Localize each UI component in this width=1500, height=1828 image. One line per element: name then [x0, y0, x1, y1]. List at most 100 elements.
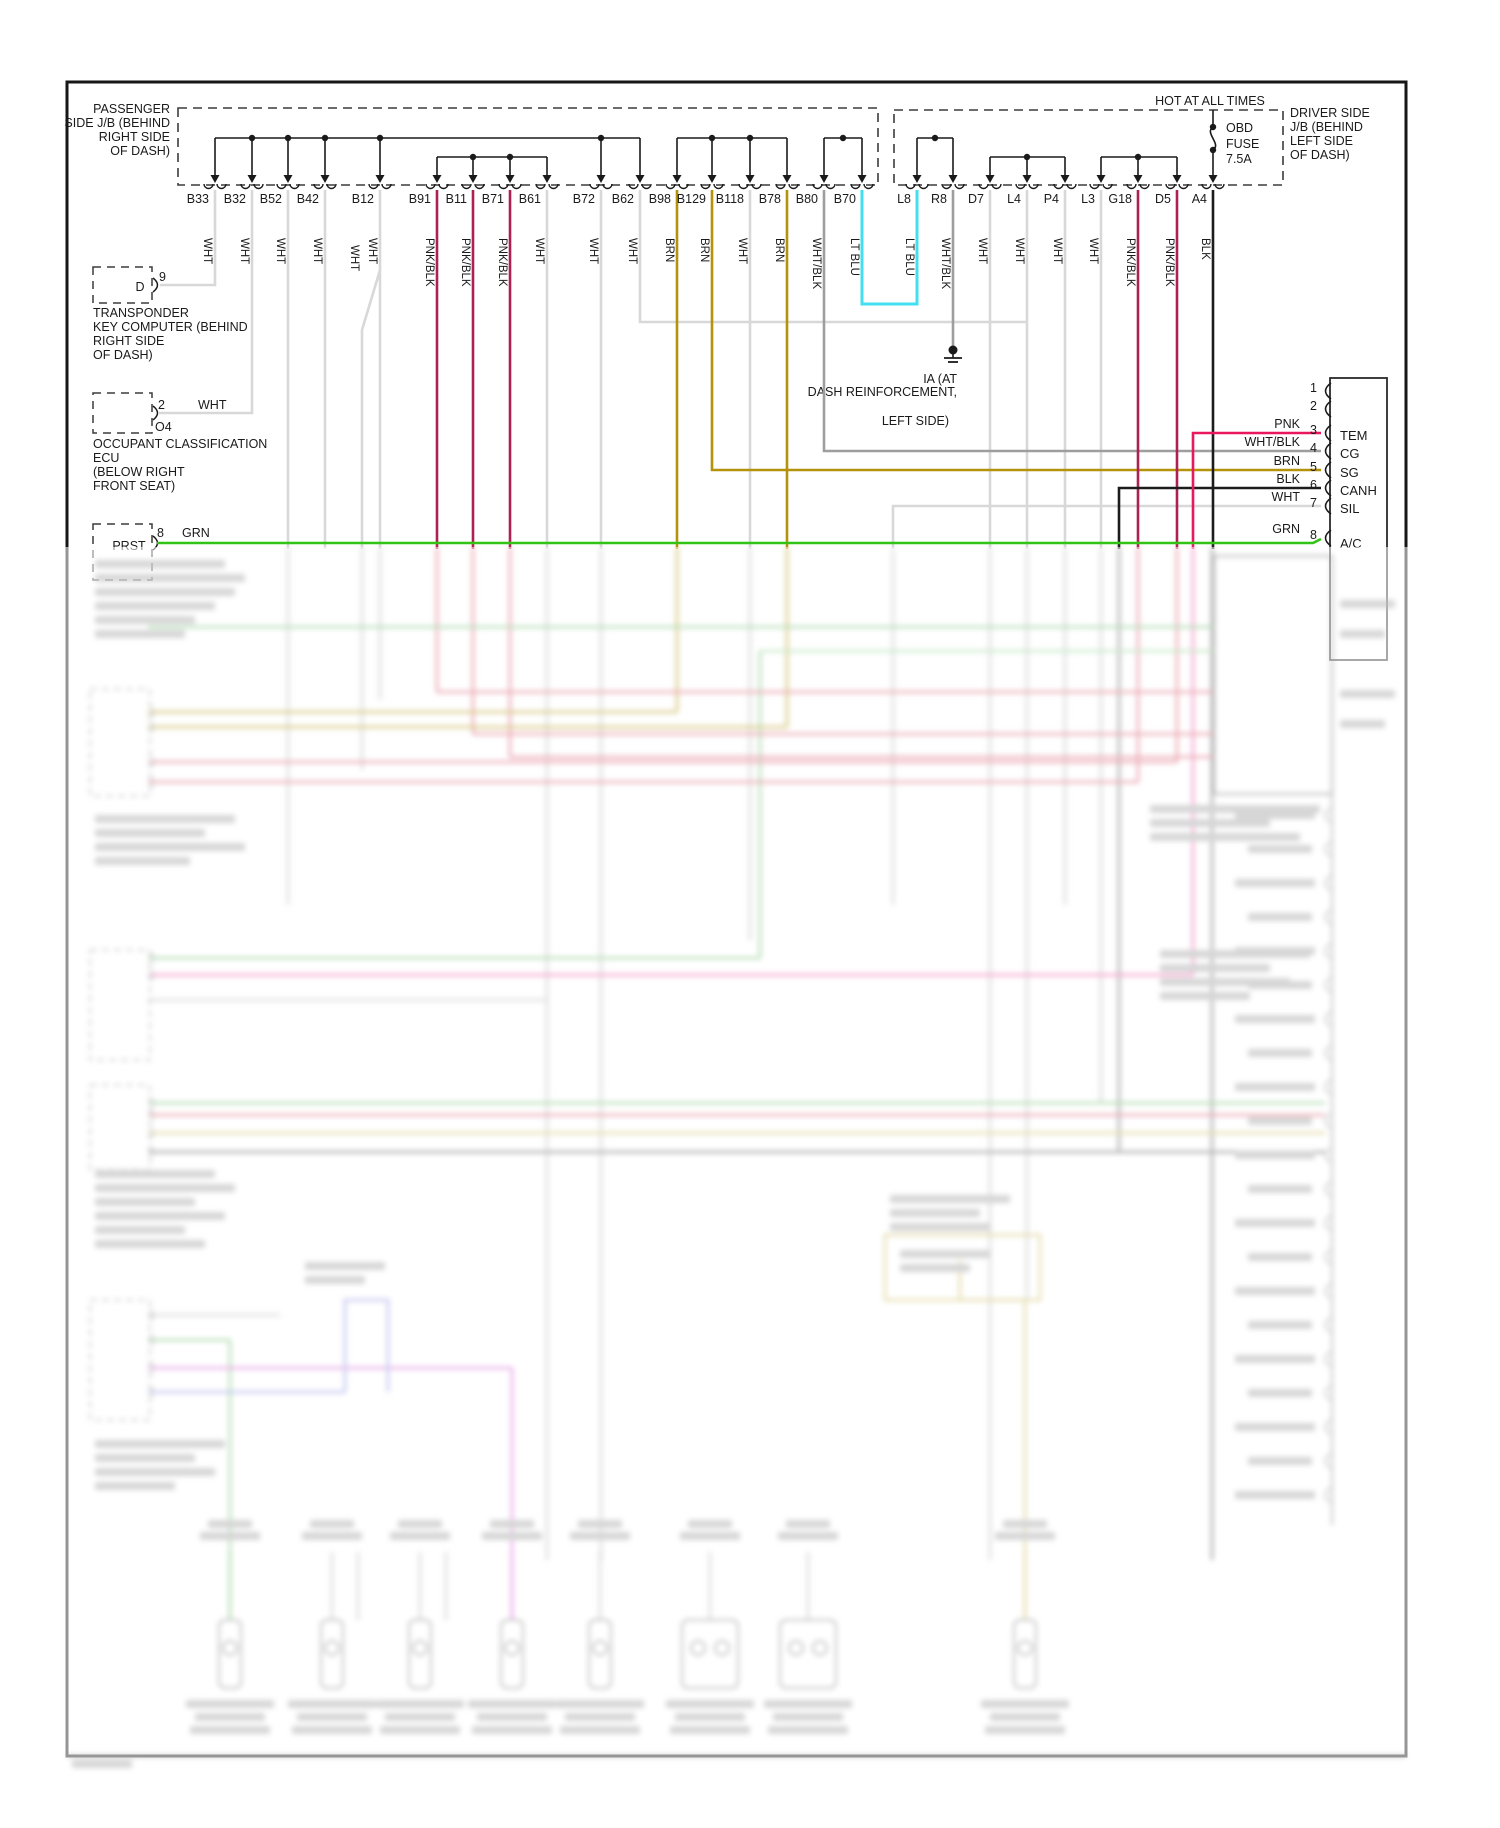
right-connector-pin-wire-label: PNK [1274, 417, 1300, 431]
svg-text:IA (AT: IA (AT [923, 372, 957, 386]
connector-symbol [641, 183, 652, 190]
arrow-icon [468, 175, 478, 183]
connector-symbol [700, 183, 711, 190]
right-connector-pin-number: 7 [1310, 496, 1317, 510]
connector-symbol [511, 183, 522, 190]
blurred-text-line [95, 1482, 175, 1490]
blurred-pin-icon [1324, 1317, 1331, 1333]
connector-id-label: L4 [1007, 192, 1021, 206]
blurred-text-line [1340, 720, 1385, 728]
svg-text:RIGHT SIDE: RIGHT SIDE [99, 130, 170, 144]
wire [160, 190, 217, 287]
blurred-text-line [1235, 1219, 1315, 1227]
blurred-pin-icon [1324, 1215, 1331, 1231]
blurred-text-line [190, 1726, 270, 1734]
right-connector-pin-icon [1324, 479, 1332, 497]
connector-symbol [381, 183, 392, 190]
right-connector-pin-icon [1324, 382, 1332, 400]
right-connector-pin-number: 4 [1310, 441, 1317, 455]
hot-at-all-times-label: HOT AT ALL TIMES [1155, 94, 1265, 108]
blurred-pin-icon [149, 1333, 155, 1347]
right-connector-pin-function-label: SIL [1340, 501, 1360, 516]
blurred-text-line [305, 1262, 385, 1270]
connector-symbol [738, 183, 749, 190]
svg-text:J/B (BEHIND: J/B (BEHIND [1290, 120, 1363, 134]
wire-color-label: PNK/BLK [496, 238, 508, 287]
blurred-pin-icon [1324, 1045, 1331, 1061]
blurred-text-line [768, 1726, 848, 1734]
arrow-icon [432, 175, 442, 183]
connector-symbol [1165, 183, 1176, 190]
wire [822, 190, 1321, 453]
right-connector-pin-number: 3 [1310, 423, 1317, 437]
blurred-text-line [477, 1713, 547, 1721]
wire-color-label: WHT/BLK [939, 238, 951, 289]
blurred-text-line [95, 1184, 235, 1192]
blurred-pin-icon [149, 720, 155, 734]
blurred-text-line [1235, 1423, 1315, 1431]
bus-layer [210, 110, 1218, 183]
blurred-pin-icon [1324, 1011, 1331, 1027]
blurred-text-line [200, 1532, 260, 1540]
wire-color-label: WHT [311, 238, 323, 264]
right-connector-pin-wire-label: WHT/BLK [1244, 435, 1300, 449]
arrow-icon [707, 175, 717, 183]
connector-id-label: B61 [519, 192, 541, 206]
right-connector-pin-function-label: SG [1340, 465, 1359, 480]
svg-text:OBD: OBD [1226, 121, 1253, 135]
connector-symbol [628, 183, 639, 190]
blurred-component [788, 1640, 804, 1656]
wire-color-label: WHT [736, 238, 748, 264]
connector-id-label: G18 [1108, 192, 1132, 206]
blurred-text-line [390, 1532, 450, 1540]
arrow-icon [505, 175, 515, 183]
arrow-icon [912, 175, 922, 183]
connector-symbol [326, 183, 337, 190]
right-connector-pin-icon [1324, 442, 1332, 460]
connector-id-label: B71 [482, 192, 504, 206]
svg-text:7.5A: 7.5A [1226, 152, 1252, 166]
blurred-text-line [1160, 992, 1250, 1000]
connector-id-label: B62 [612, 192, 634, 206]
connector-id-label: B70 [834, 192, 856, 206]
prst-pin-number: 8 [157, 526, 164, 540]
blurred-text-line [1248, 1049, 1312, 1057]
blurred-text-line [310, 1520, 354, 1528]
connector-symbol [850, 183, 861, 190]
connector-id-label: B98 [649, 192, 671, 206]
svg-text:OF DASH): OF DASH) [110, 144, 170, 158]
blurred-text-line [72, 1760, 132, 1768]
connector-id-label: B80 [796, 192, 818, 206]
blurred-text-line [688, 1520, 732, 1528]
washed-region [0, 547, 1500, 1790]
arrow-icon [1172, 175, 1182, 183]
right-connector-pin-icon [1324, 529, 1332, 547]
occupant-ecu-pin-icon [152, 405, 159, 421]
wire-color-label: BRN [773, 238, 785, 262]
connector-symbol [1089, 183, 1100, 190]
occupant-ecu-box [92, 392, 153, 434]
arrow-icon [1096, 175, 1106, 183]
svg-text:OF DASH): OF DASH) [93, 348, 153, 362]
connector-symbol [978, 183, 989, 190]
blurred-text-line [1150, 819, 1270, 827]
blurred-text-line [288, 1700, 376, 1708]
driver-jb-label: DRIVER SIDE J/B (BEHIND LEFT SIDE OF DAS… [1290, 106, 1370, 162]
connector-symbol [775, 183, 786, 190]
blurred-text-line [675, 1713, 745, 1721]
blurred-text-line [398, 1520, 442, 1528]
wires-layer [157, 190, 1322, 549]
blurred-text-line [578, 1520, 622, 1528]
svg-text:DASH REINFORCEMENT,: DASH REINFORCEMENT, [808, 385, 957, 399]
right-connector-pin-function-label: CG [1340, 446, 1360, 461]
connector-symbol [954, 183, 965, 190]
blurred-text-line [900, 1264, 970, 1272]
blurred-text-line [1248, 913, 1312, 921]
blurred-text-line [764, 1700, 852, 1708]
blurred-pin-icon [1324, 1385, 1331, 1401]
fuse-dot [1209, 146, 1217, 154]
right-connector-pin-wire-label: BLK [1276, 472, 1300, 486]
connector-symbol [1139, 183, 1150, 190]
connector-id-label: B33 [187, 192, 209, 206]
